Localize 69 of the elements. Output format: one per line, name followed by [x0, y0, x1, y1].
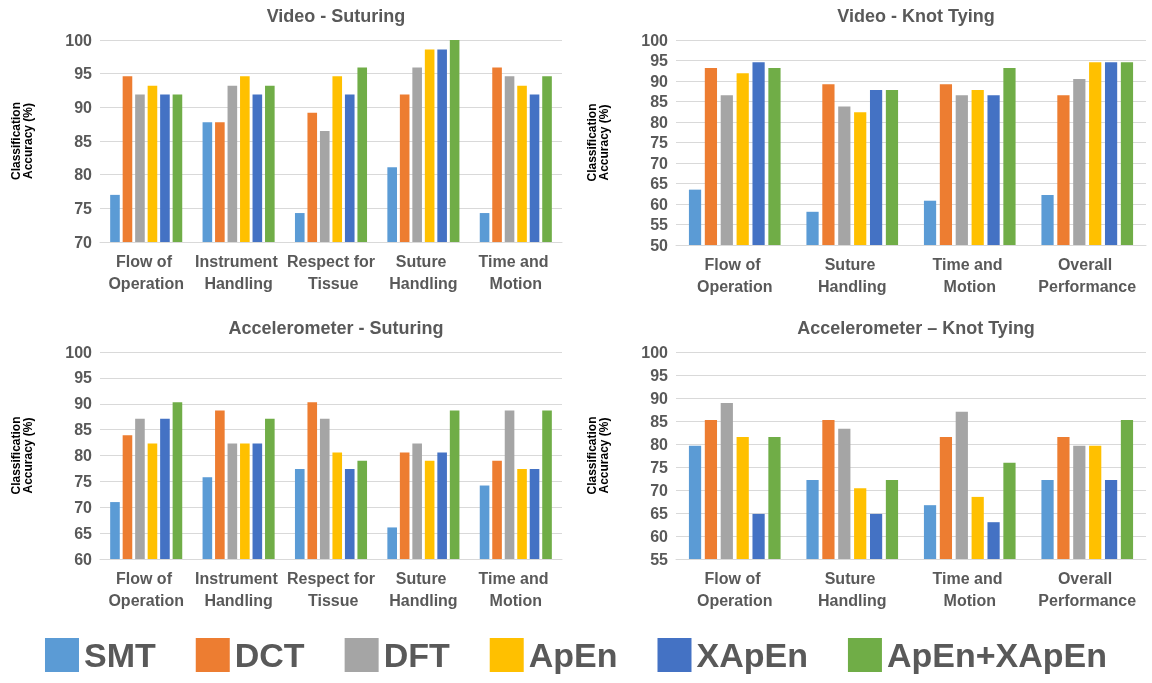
x-tick-label: Suture Handling [818, 255, 887, 295]
legend-label: DFT [383, 636, 450, 674]
chart-title: Video - Knot Tying [837, 6, 995, 26]
y-tick-label: 90 [74, 98, 93, 116]
y-tick-label: 90 [650, 389, 669, 407]
y-tick-label: 70 [74, 498, 93, 516]
x-tick-label: Time and Motion [478, 569, 553, 609]
y-tick-label: 85 [650, 93, 669, 110]
y-tick-label: 90 [74, 395, 93, 413]
x-tick-label: Overall Performance [1038, 569, 1137, 609]
y-tick-label: 50 [650, 236, 669, 254]
y-axis-title: Classification Accuracy (%) [9, 416, 35, 495]
x-tick-label: Overall Performance [1038, 255, 1137, 295]
y-tick-label: 75 [650, 458, 669, 476]
y-tick-label: 100 [641, 31, 669, 49]
legend-label: ApEn+XApEn [886, 636, 1108, 674]
y-tick-label: 75 [74, 472, 93, 490]
y-tick-label: 90 [650, 72, 669, 90]
y-tick-label: 65 [650, 504, 669, 522]
x-tick-label: Flow of Operation [108, 252, 184, 292]
y-axis-title: Classification Accuracy (%) [585, 103, 611, 182]
x-tick-label: Flow of Operation [696, 569, 773, 609]
x-tick-label: Time and Motion [932, 569, 1007, 609]
y-tick-label: 95 [650, 366, 669, 384]
y-tick-label: 75 [74, 199, 93, 217]
y-tick-label: 80 [650, 435, 669, 453]
y-tick-label: 85 [650, 412, 669, 430]
chart-title: Accelerometer – Knot Tying [797, 318, 1035, 338]
y-tick-label: 95 [74, 65, 93, 83]
x-tick-label: Flow of Operation [108, 569, 184, 609]
y-tick-label: 60 [74, 550, 93, 568]
y-axis-title: Classification Accuracy (%) [9, 101, 35, 181]
y-tick-label: 100 [65, 31, 93, 49]
x-tick-label: Flow of Operation [696, 255, 773, 295]
y-tick-label: 55 [650, 550, 669, 568]
legend-label: ApEn [528, 636, 618, 674]
chart-title: Video - Suturing [266, 6, 406, 26]
x-tick-label: Suture Handling [389, 252, 458, 292]
x-tick-label: Instrument Handling [195, 569, 283, 609]
y-tick-label: 55 [650, 216, 669, 233]
y-tick-label: 100 [641, 343, 669, 361]
y-tick-label: 70 [74, 233, 93, 251]
y-tick-label: 95 [74, 369, 93, 387]
y-axis-title: Classification Accuracy (%) [585, 416, 611, 495]
chart-title: Accelerometer - Suturing [228, 318, 444, 338]
x-tick-label: Instrument Handling [195, 252, 283, 292]
y-tick-label: 95 [650, 52, 669, 69]
legend-label: SMT [83, 636, 156, 674]
y-tick-label: 85 [74, 132, 93, 150]
y-tick-label: 100 [65, 343, 93, 361]
legend-label: DCT [234, 636, 305, 674]
y-tick-label: 70 [650, 154, 669, 172]
y-tick-label: 65 [74, 524, 93, 542]
y-tick-label: 65 [650, 175, 669, 192]
y-tick-label: 60 [650, 195, 669, 213]
y-tick-label: 80 [74, 166, 93, 184]
x-tick-label: Respect for Tissue [286, 252, 376, 292]
x-tick-label: Suture Handling [818, 569, 887, 609]
legend-label: XApEn [696, 636, 808, 674]
y-tick-label: 60 [650, 527, 669, 545]
y-tick-label: 80 [650, 113, 669, 131]
x-tick-label: Time and Motion [932, 255, 1007, 295]
y-tick-label: 80 [74, 447, 93, 464]
y-tick-label: 85 [74, 421, 93, 439]
x-tick-label: Respect for Tissue [286, 569, 376, 609]
x-tick-label: Suture Handling [389, 569, 458, 609]
y-tick-label: 75 [650, 134, 669, 151]
y-tick-label: 70 [650, 481, 669, 499]
x-tick-label: Time and Motion [478, 252, 553, 292]
